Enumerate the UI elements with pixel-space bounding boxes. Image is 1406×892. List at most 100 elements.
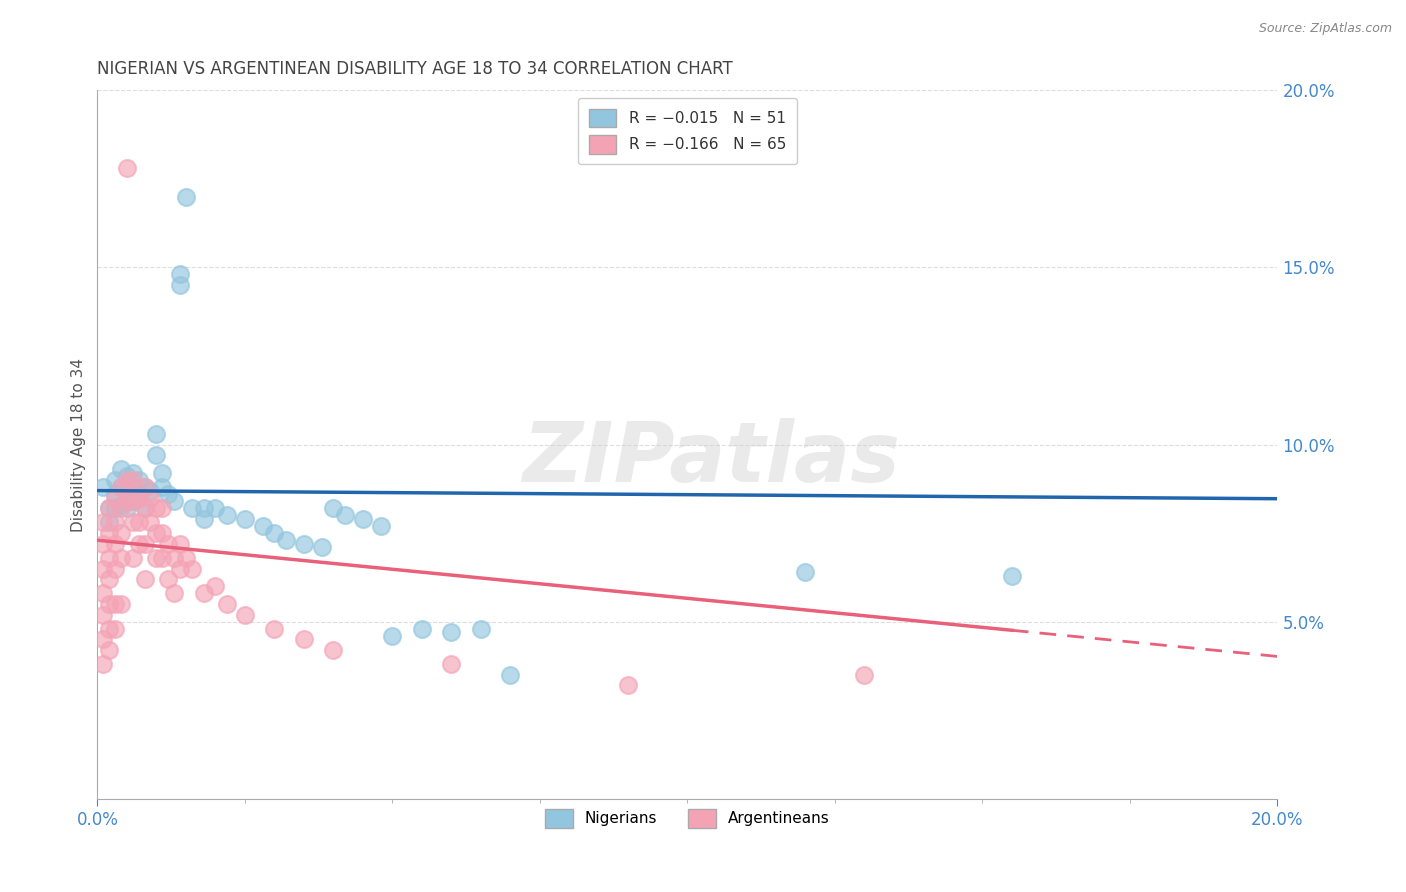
Point — [91, 516, 114, 530]
Y-axis label: Disability Age 18 to 34: Disability Age 18 to 34 — [72, 358, 86, 532]
Point — [163, 550, 186, 565]
Point — [150, 466, 173, 480]
Point — [134, 501, 156, 516]
Point — [174, 189, 197, 203]
Point — [150, 526, 173, 541]
Point — [110, 501, 132, 516]
Point — [157, 537, 180, 551]
Point — [121, 466, 143, 480]
Point — [98, 501, 121, 516]
Point — [110, 550, 132, 565]
Point — [121, 480, 143, 494]
Text: ZIPatlas: ZIPatlas — [522, 418, 900, 500]
Point — [115, 483, 138, 498]
Point — [128, 491, 150, 505]
Point — [311, 541, 333, 555]
Point — [115, 473, 138, 487]
Point — [91, 537, 114, 551]
Point — [145, 448, 167, 462]
Point — [169, 561, 191, 575]
Point — [169, 537, 191, 551]
Point — [163, 494, 186, 508]
Point — [98, 516, 121, 530]
Point — [145, 426, 167, 441]
Point — [169, 278, 191, 293]
Point — [98, 526, 121, 541]
Text: NIGERIAN VS ARGENTINEAN DISABILITY AGE 18 TO 34 CORRELATION CHART: NIGERIAN VS ARGENTINEAN DISABILITY AGE 1… — [97, 60, 733, 78]
Point — [217, 597, 239, 611]
Point — [98, 643, 121, 657]
Point — [853, 668, 876, 682]
Point — [1001, 568, 1024, 582]
Point — [128, 487, 150, 501]
Point — [322, 643, 344, 657]
Point — [204, 579, 226, 593]
Point — [115, 494, 138, 508]
Point — [145, 526, 167, 541]
Point — [150, 480, 173, 494]
Point — [157, 487, 180, 501]
Point — [98, 597, 121, 611]
Point — [134, 480, 156, 494]
Point — [134, 501, 156, 516]
Point — [121, 494, 143, 508]
Point — [121, 473, 143, 487]
Point — [128, 473, 150, 487]
Point — [115, 469, 138, 483]
Point — [233, 607, 256, 622]
Point — [292, 632, 315, 647]
Point — [104, 597, 127, 611]
Point — [104, 491, 127, 505]
Point — [499, 668, 522, 682]
Point — [91, 657, 114, 672]
Point — [115, 161, 138, 176]
Point — [204, 501, 226, 516]
Point — [98, 572, 121, 586]
Point — [104, 622, 127, 636]
Point — [110, 480, 132, 494]
Point — [121, 494, 143, 508]
Legend: Nigerians, Argentineans: Nigerians, Argentineans — [538, 803, 835, 834]
Point — [91, 561, 114, 575]
Point — [91, 480, 114, 494]
Point — [169, 268, 191, 282]
Point — [352, 512, 374, 526]
Point — [134, 480, 156, 494]
Point — [180, 501, 202, 516]
Point — [263, 526, 285, 541]
Point — [115, 501, 138, 516]
Point — [104, 516, 127, 530]
Point — [110, 498, 132, 512]
Point — [98, 622, 121, 636]
Point — [163, 586, 186, 600]
Point — [217, 508, 239, 523]
Point — [91, 586, 114, 600]
Point — [157, 572, 180, 586]
Point — [134, 572, 156, 586]
Point — [104, 487, 127, 501]
Point — [370, 519, 392, 533]
Point — [104, 537, 127, 551]
Point — [104, 473, 127, 487]
Point — [139, 483, 162, 498]
Point — [411, 622, 433, 636]
Point — [104, 561, 127, 575]
Point — [110, 597, 132, 611]
Point — [193, 586, 215, 600]
Point — [98, 501, 121, 516]
Point — [110, 480, 132, 494]
Point — [252, 519, 274, 533]
Point — [174, 550, 197, 565]
Point — [128, 537, 150, 551]
Point — [91, 632, 114, 647]
Point — [139, 491, 162, 505]
Point — [440, 625, 463, 640]
Point — [193, 501, 215, 516]
Text: Source: ZipAtlas.com: Source: ZipAtlas.com — [1258, 22, 1392, 36]
Point — [333, 508, 356, 523]
Point — [322, 501, 344, 516]
Point — [292, 537, 315, 551]
Point — [233, 512, 256, 526]
Point — [381, 629, 404, 643]
Point — [134, 537, 156, 551]
